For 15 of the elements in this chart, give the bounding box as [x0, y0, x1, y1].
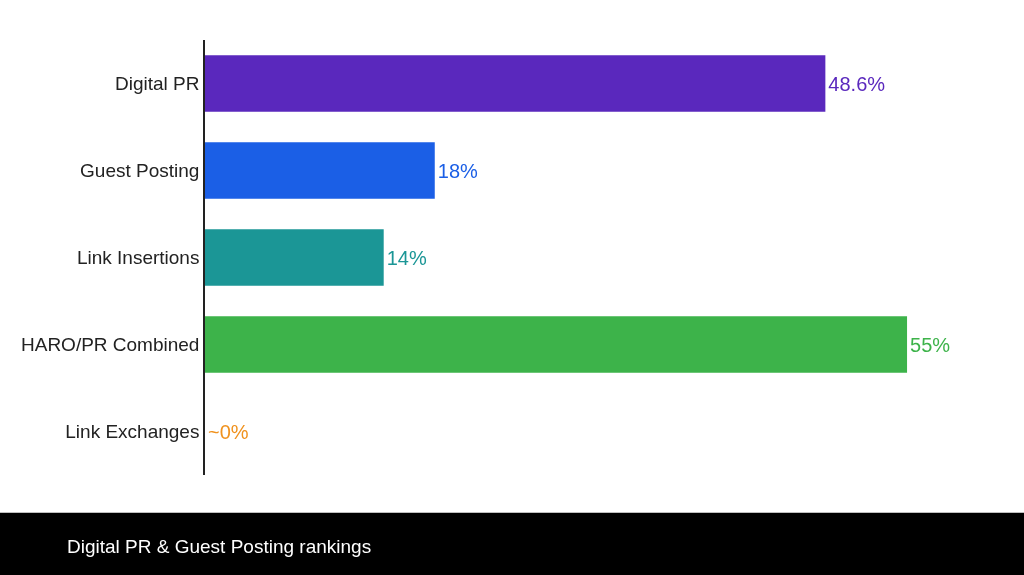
data-label: ~0% [208, 420, 249, 443]
y-tick-label: Link Exchanges [65, 421, 200, 443]
data-label: 14% [386, 246, 427, 269]
data-label: 48.6% [828, 72, 886, 95]
y-tick-label: Link Insertions [76, 247, 200, 269]
data-label: 18% [437, 159, 479, 182]
bar [205, 55, 826, 112]
text: Digital PR & Guest Posting rankings [67, 536, 372, 557]
bar [205, 229, 384, 286]
y-tick-label: HARO/PR Combined [21, 334, 200, 356]
y-tick-label: Guest Posting [80, 160, 200, 182]
bar [205, 316, 908, 373]
bar [205, 142, 435, 199]
y-tick-label: Digital PR [114, 73, 200, 95]
data-label: 55% [910, 333, 951, 356]
